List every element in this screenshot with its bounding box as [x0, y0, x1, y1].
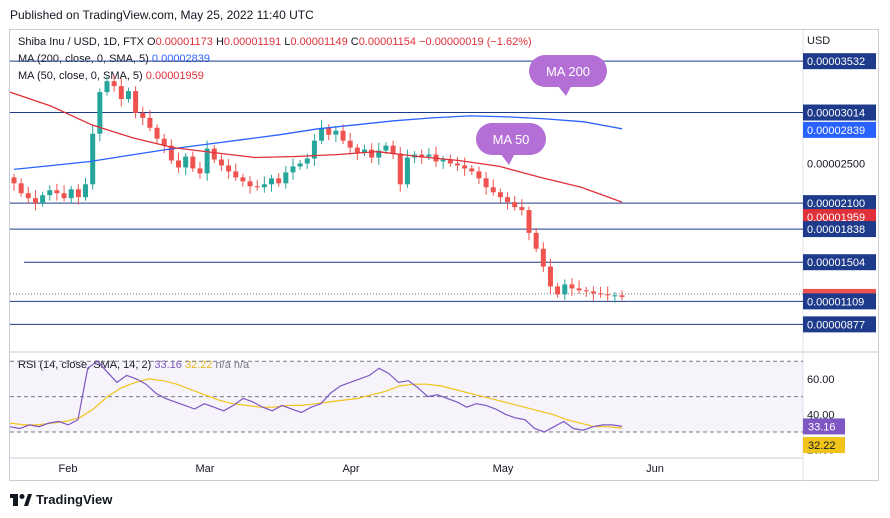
- ma50-value: 0.00001959: [145, 70, 204, 82]
- rsi-legend[interactable]: RSI (14, close, SMA, 14, 2) 33.16 32.22 …: [18, 359, 250, 371]
- symbol-legend: Shiba Inu / USD, 1D, FTX O0.00001173 H0.…: [18, 36, 532, 48]
- close-value: 0.00001154: [358, 36, 417, 48]
- symbol-name[interactable]: Shiba Inu / USD, 1D, FTX: [18, 36, 144, 48]
- rsi-legend-sma: 32.22: [184, 359, 213, 371]
- tradingview-logo-icon: [10, 493, 32, 506]
- rsi-legend-value: 33.16: [154, 359, 182, 371]
- change-value: −0.00000019 (−1.62%): [419, 36, 532, 48]
- published-header: Published on TradingView.com, May 25, 20…: [10, 8, 314, 22]
- chart-frame: [9, 29, 879, 481]
- high-value: 0.00001191: [223, 36, 282, 48]
- ma50-legend[interactable]: MA (50, close, 0, SMA, 5) 0.00001959: [18, 70, 204, 82]
- ma200-value: 0.00002839: [151, 53, 211, 65]
- tradingview-logo[interactable]: TradingView: [10, 492, 112, 507]
- brand-name: TradingView: [36, 492, 113, 507]
- low-value: 0.00001149: [290, 36, 348, 48]
- ma200-legend[interactable]: MA (200, close, 0, SMA, 5) 0.00002839: [18, 53, 211, 65]
- open-value: 0.00001173: [155, 36, 213, 48]
